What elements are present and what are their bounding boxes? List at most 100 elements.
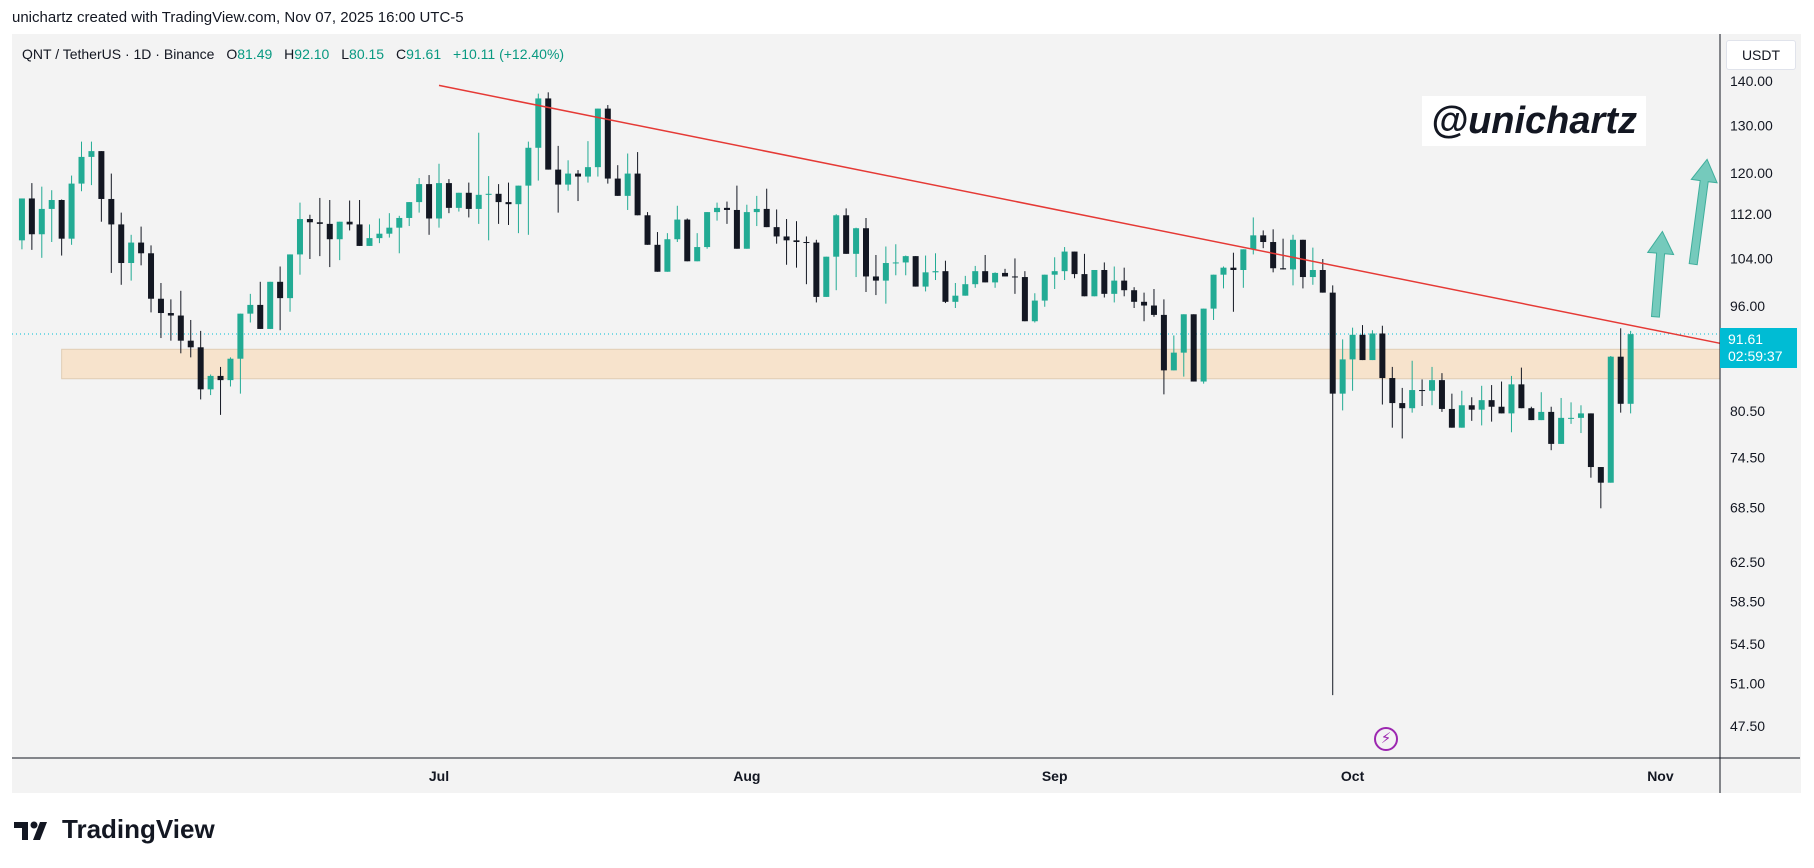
candle-down (217, 366, 224, 415)
candle-body (1558, 417, 1565, 444)
candle-up (743, 204, 750, 249)
candle-body (1359, 334, 1366, 361)
candle-body (723, 207, 730, 210)
candle-body (1081, 274, 1088, 297)
candle-body (316, 222, 323, 224)
price-tick-label: 80.50 (1730, 403, 1765, 419)
candle-body (416, 184, 423, 203)
candle-up (247, 293, 254, 323)
candle-body (1488, 400, 1495, 407)
lightning-event-icon[interactable]: ⚡ (1374, 727, 1398, 751)
candle-body (704, 212, 711, 248)
candle-body (1458, 405, 1465, 428)
candle-body (1131, 290, 1138, 302)
candle-up (594, 108, 601, 177)
candle-body (28, 198, 35, 235)
candle-body (872, 276, 879, 281)
candle-up (1051, 257, 1058, 290)
candle-down (1488, 385, 1495, 422)
price-tick-label: 68.50 (1730, 499, 1765, 515)
candle-up (714, 202, 721, 221)
candle-body (1061, 251, 1068, 272)
candle-body (525, 147, 532, 186)
candle-body (138, 242, 145, 254)
candle-body (664, 239, 671, 272)
candle-body (1349, 334, 1356, 360)
candle-body (1538, 411, 1545, 421)
candle-up (68, 175, 75, 245)
candle-body (1290, 239, 1296, 270)
candle-down (1141, 292, 1148, 322)
candle-body (1240, 249, 1247, 270)
candle-up (1429, 366, 1436, 406)
candle-body (376, 233, 383, 239)
candle-body (733, 209, 740, 249)
candle-up (287, 254, 294, 312)
candle-body (634, 173, 641, 216)
candle-body (1210, 274, 1217, 309)
candle-up (18, 198, 25, 250)
candle-up (1568, 402, 1575, 424)
candle-body (594, 108, 601, 168)
candle-down (1389, 366, 1396, 428)
candle-down (306, 214, 313, 259)
candle-body (962, 284, 969, 296)
candle-body (326, 223, 333, 240)
candle-body (714, 207, 721, 213)
currency-unit-button[interactable]: USDT (1726, 40, 1796, 70)
price-tick-label: 104.00 (1730, 250, 1773, 266)
candle-down (445, 179, 452, 214)
open-value: 81.49 (237, 46, 273, 62)
candle-up (1180, 314, 1187, 377)
candle-up (1369, 330, 1376, 361)
candle-down (118, 212, 125, 285)
candle-body (1409, 390, 1416, 409)
candle-body (1180, 314, 1187, 353)
time-tick-label: Oct (1341, 768, 1365, 784)
candle-up (1577, 405, 1584, 434)
candle-down (465, 182, 472, 218)
candle-down (1518, 367, 1525, 409)
candle-body (1419, 390, 1426, 392)
candle-up (902, 255, 909, 276)
candle-body (58, 200, 65, 239)
candle-body (257, 304, 264, 329)
candle-body (545, 98, 552, 170)
candle-up (1607, 356, 1614, 483)
candle-body (18, 198, 25, 241)
candle-body (1071, 251, 1078, 275)
candle-body (674, 219, 681, 240)
candle-down (346, 200, 353, 231)
candle-down (863, 217, 869, 293)
candle-body (1498, 406, 1505, 414)
candle-up (38, 186, 45, 258)
candle-up (833, 214, 840, 291)
candle-body (306, 219, 313, 223)
candle-up (1061, 247, 1068, 281)
chart-frame[interactable] (12, 34, 1801, 793)
candle-body (78, 156, 85, 184)
bullish-arrow-2 (1688, 158, 1718, 266)
brand-name: TradingView (62, 814, 215, 844)
candle-down (813, 239, 820, 303)
author-watermark: @unichartz (1422, 96, 1646, 146)
bullish-arrow-1 (1646, 230, 1675, 318)
candle-body (436, 183, 442, 219)
price-tick-label: 74.50 (1730, 449, 1765, 465)
candle-body (843, 215, 850, 254)
candle-down (495, 184, 502, 224)
candle-up (416, 178, 423, 213)
candle-body (614, 178, 621, 196)
candle-body (1389, 378, 1396, 404)
candle-body (1468, 405, 1475, 410)
candle-body (1369, 333, 1376, 361)
candle-up (624, 153, 631, 210)
candle-down (187, 319, 194, 358)
symbol-legend: QNT / TetherUS · 1D · Binance O81.49 H92… (22, 46, 564, 62)
symbol-name[interactable]: QNT / TetherUS · 1D · Binance (22, 46, 215, 62)
candle-down (783, 219, 790, 265)
candle-up (565, 160, 572, 191)
close-value: 91.61 (406, 46, 442, 62)
candle-body (296, 219, 303, 255)
